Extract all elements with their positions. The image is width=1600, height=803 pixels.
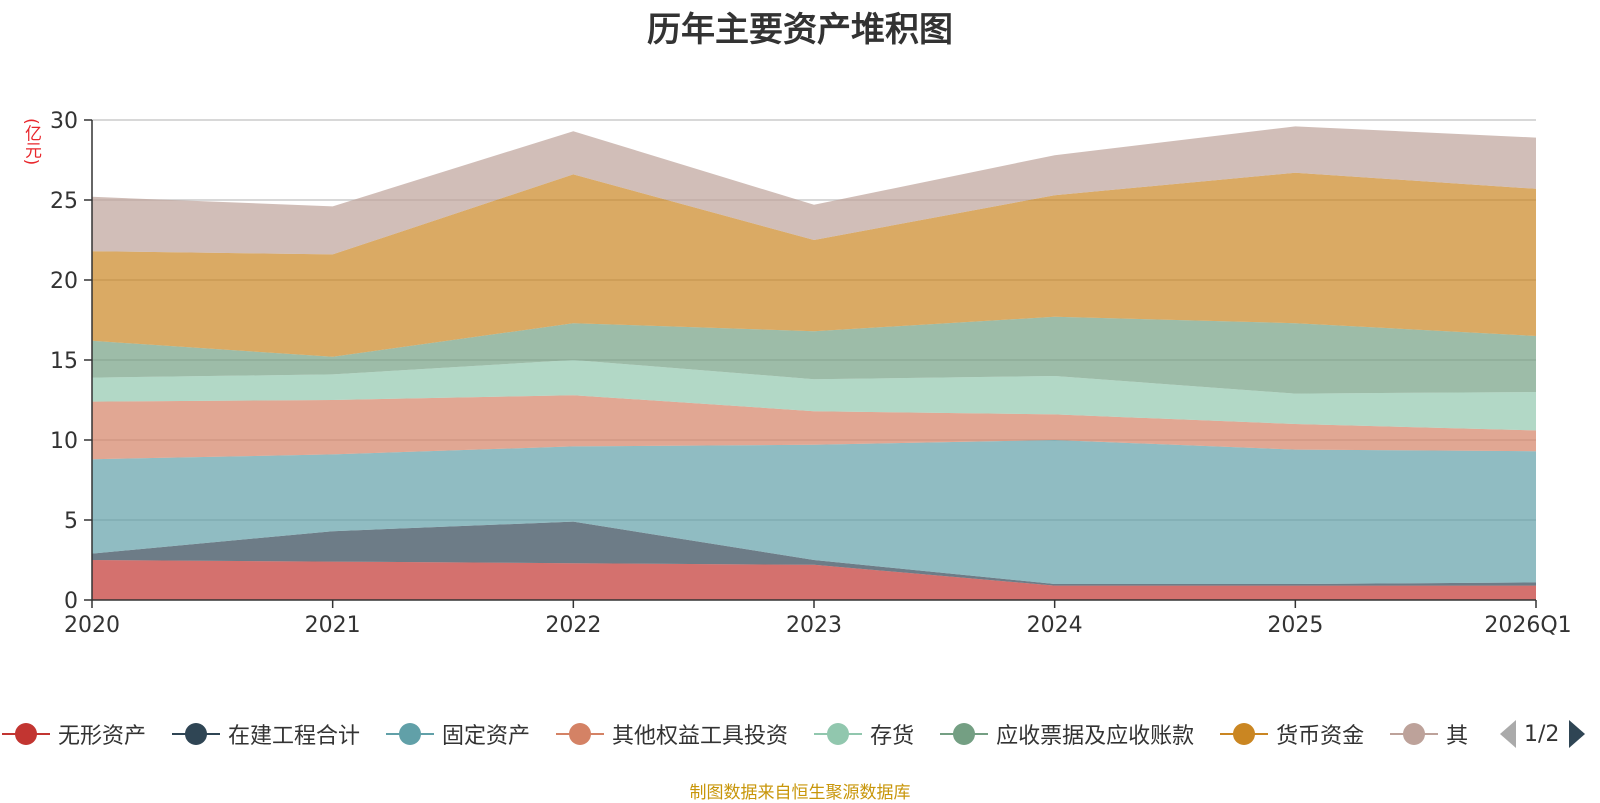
legend-label: 无形资产 bbox=[58, 724, 147, 749]
legend-marker-icon bbox=[1390, 716, 1439, 752]
x-tick-label: 2020 bbox=[64, 613, 120, 638]
y-tick-label: 30 bbox=[50, 109, 78, 134]
area-series-8 bbox=[92, 126, 1536, 255]
legend-page-indicator: 1/2 bbox=[1524, 721, 1560, 747]
legend-prev-page-icon[interactable] bbox=[1500, 720, 1516, 748]
legend-label: 其他权益工具投资 bbox=[612, 724, 789, 749]
y-tick-label: 0 bbox=[64, 589, 78, 614]
legend-label: 固定资产 bbox=[442, 724, 531, 749]
data-source-note: 制图数据来自恒生聚源数据库 bbox=[689, 783, 911, 803]
x-tick-label: 2024 bbox=[1027, 613, 1083, 638]
y-tick-label: 15 bbox=[50, 349, 78, 374]
area-series bbox=[92, 126, 1536, 600]
legend-item-5[interactable]: 存货 bbox=[814, 716, 914, 752]
y-tick-label: 25 bbox=[50, 189, 78, 214]
area-series-4 bbox=[92, 395, 1536, 460]
legend-item-3[interactable]: 固定资产 bbox=[386, 716, 530, 752]
legend: 无形资产 在建工程合计 固定资产 其他权益工具投资 存货 应收票据及应收账款 货币资金 其他 bbox=[0, 716, 1468, 752]
area-series-7 bbox=[92, 172, 1536, 357]
legend-marker-icon bbox=[386, 716, 435, 752]
y-axis-unit-label: (亿元) bbox=[21, 118, 41, 166]
area-series-5 bbox=[92, 360, 1536, 431]
legend-marker-icon bbox=[814, 716, 863, 752]
area-series-3 bbox=[92, 440, 1536, 584]
legend-marker-icon bbox=[172, 716, 221, 752]
x-tick-label: 2025 bbox=[1267, 613, 1323, 638]
legend-marker-icon bbox=[556, 716, 605, 752]
legend-item-8[interactable]: 其他 bbox=[1390, 716, 1468, 752]
legend-label: 应收票据及应收账款 bbox=[996, 724, 1195, 749]
legend-item-2[interactable]: 在建工程合计 bbox=[172, 716, 360, 752]
legend-item-4[interactable]: 其他权益工具投资 bbox=[556, 716, 788, 752]
legend-pager: 1/2 bbox=[1500, 716, 1586, 752]
legend-marker-dot bbox=[827, 723, 850, 745]
legend-label: 在建工程合计 bbox=[228, 724, 361, 749]
legend-marker-icon bbox=[940, 716, 989, 752]
legend-marker-icon bbox=[2, 716, 50, 752]
legend-item-1[interactable]: 无形资产 bbox=[2, 716, 146, 752]
legend-label: 货币资金 bbox=[1276, 724, 1365, 749]
legend-marker-dot bbox=[953, 723, 976, 745]
x-tick-label: 2023 bbox=[786, 613, 842, 638]
area-series-2 bbox=[92, 521, 1536, 586]
chart-title: 历年主要资产堆积图 bbox=[647, 10, 953, 50]
legend-next-page-icon[interactable] bbox=[1569, 720, 1586, 748]
x-tick-label: 2021 bbox=[305, 613, 361, 638]
area-series-6 bbox=[92, 316, 1536, 394]
y-tick-label: 20 bbox=[50, 269, 78, 294]
y-tick-label: 5 bbox=[64, 509, 78, 534]
legend-label: 其他 bbox=[1446, 724, 1468, 749]
legend-item-7[interactable]: 货币资金 bbox=[1220, 716, 1364, 752]
legend-label: 存货 bbox=[870, 724, 915, 749]
legend-marker-icon bbox=[1220, 716, 1269, 752]
x-tick-label: 2022 bbox=[545, 613, 601, 638]
legend-marker-dot bbox=[15, 723, 37, 745]
legend-marker-dot bbox=[569, 723, 592, 745]
area-series-1 bbox=[92, 560, 1536, 600]
legend-item-6[interactable]: 应收票据及应收账款 bbox=[940, 716, 1194, 752]
legend-marker-dot bbox=[399, 723, 422, 745]
y-tick-label: 10 bbox=[50, 429, 78, 454]
x-tick-label: 2026Q1 bbox=[1484, 613, 1571, 638]
legend-marker-dot bbox=[1233, 723, 1256, 745]
legend-marker-dot bbox=[185, 723, 208, 745]
legend-marker-dot bbox=[1403, 723, 1426, 745]
